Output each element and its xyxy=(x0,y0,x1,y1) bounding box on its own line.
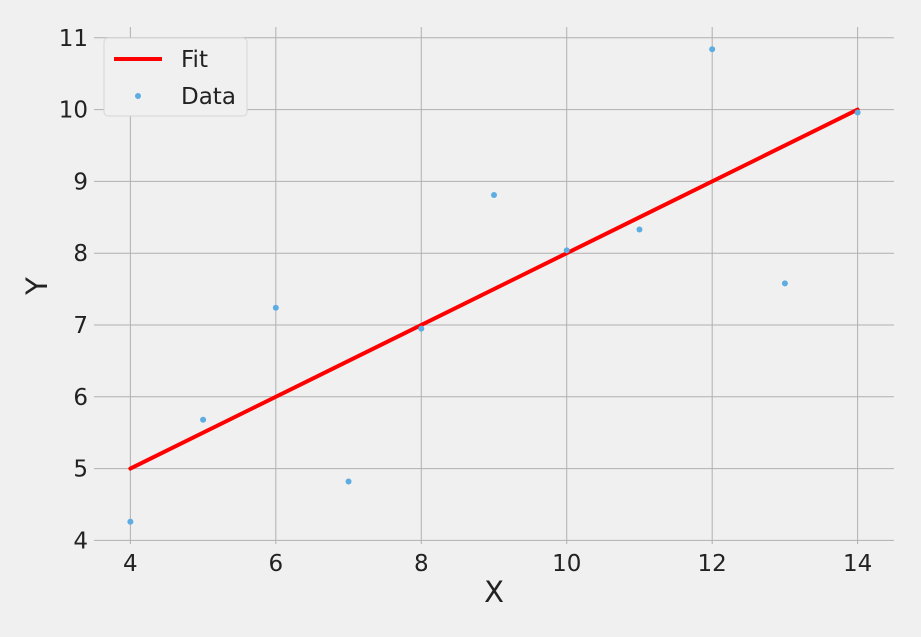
legend-data-label: Data xyxy=(181,84,236,110)
tick-labels: 4 6 8 10 12 14 4 5 6 7 8 9 10 11 xyxy=(59,26,873,577)
data-point xyxy=(563,247,570,254)
y-tick-label: 9 xyxy=(73,169,88,195)
y-tick-label: 11 xyxy=(59,26,88,52)
data-point xyxy=(418,325,425,332)
data-point xyxy=(709,46,716,53)
legend-data-swatch xyxy=(135,93,141,99)
x-tick-label: 14 xyxy=(843,551,872,577)
y-tick-label: 8 xyxy=(73,241,88,267)
data-point xyxy=(127,518,134,525)
y-tick-label: 5 xyxy=(73,457,88,483)
x-tick-label: 12 xyxy=(698,551,727,577)
data-point xyxy=(272,304,279,311)
y-axis-label: Y xyxy=(20,277,54,296)
data-point xyxy=(636,226,643,233)
grid xyxy=(94,27,894,544)
data-point xyxy=(491,192,497,199)
legend-fit-label: Fit xyxy=(181,47,208,73)
x-tick-label: 6 xyxy=(268,551,283,577)
data-point xyxy=(854,109,861,116)
y-tick-label: 7 xyxy=(73,313,88,339)
data-point xyxy=(345,478,352,485)
data-point xyxy=(200,416,207,423)
x-tick-label: 8 xyxy=(414,551,429,577)
data-point xyxy=(781,280,788,287)
legend: Fit Data xyxy=(103,37,248,117)
y-tick-label: 4 xyxy=(73,528,88,554)
fit-line xyxy=(128,107,860,471)
y-tick-label: 10 xyxy=(59,98,88,124)
y-tick-label: 6 xyxy=(73,385,88,411)
x-tick-label: 4 xyxy=(123,551,138,577)
series-layer xyxy=(127,46,861,525)
x-axis-label: X xyxy=(484,575,504,609)
x-tick-label: 10 xyxy=(552,551,581,577)
